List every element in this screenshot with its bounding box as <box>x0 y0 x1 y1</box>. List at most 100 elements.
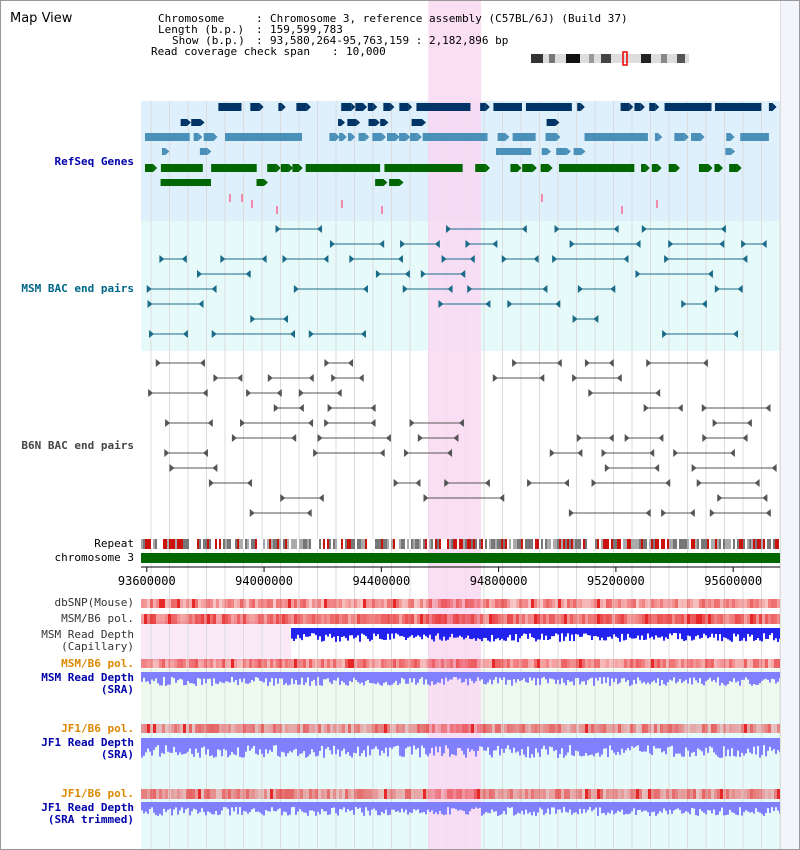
msm-b6-pol-heat <box>219 614 222 624</box>
msm-b6-pol-heat <box>693 614 696 624</box>
jf1-sra-depth <box>205 738 207 755</box>
msm-capillary-depth <box>357 628 359 636</box>
jf1-sra-depth <box>647 738 649 746</box>
dbsnp-heat <box>462 599 465 608</box>
jf1-b6-pol-trimmed-heat <box>534 789 537 799</box>
jf1-b6-pol-heat <box>732 724 735 733</box>
msm-b6-pol-heat <box>633 614 636 624</box>
b6n-bac-end-pairs-label[interactable]: B6N BAC end pairs <box>21 439 134 452</box>
refseq-cds-arrow <box>399 179 404 186</box>
dbsnp-label[interactable]: dbSNP(Mouse) <box>54 596 134 609</box>
jf1-sra-depth <box>521 738 523 750</box>
repeat-segment <box>343 539 345 549</box>
msm-b6-pol-heat <box>723 614 726 624</box>
msm-b6-pol-heat <box>327 614 330 624</box>
msm-capillary-depth <box>421 628 423 640</box>
msm-b6-pol-label[interactable]: MSM/B6 pol. <box>61 612 134 625</box>
msm-capillary-depth <box>529 628 531 634</box>
msm-sra-depth <box>739 672 741 686</box>
jf1-b6-pol-trimmed-heat <box>627 789 630 799</box>
jf1-trimmed-depth <box>281 802 283 816</box>
jf1-sra-depth <box>299 738 301 754</box>
jf1-trimmed-depth <box>761 802 763 815</box>
repeat-segment <box>493 539 495 549</box>
dbsnp-heat <box>732 599 735 608</box>
repeat-segment <box>259 539 261 549</box>
msm-sra-depth <box>685 672 687 680</box>
msm-sra-depth <box>383 672 385 684</box>
msm-b6-pol-heat <box>399 614 402 624</box>
msm-b6-pol-heat <box>375 614 378 624</box>
jf1-trimmed-depth <box>291 802 293 808</box>
jf1-b6-pol-trimmed-label[interactable]: JF1/B6 pol. <box>61 787 134 800</box>
msm-capillary-depth <box>767 628 769 640</box>
repeat-label[interactable]: Repeat <box>94 537 134 550</box>
jf1-b6-pol-heat <box>354 724 357 733</box>
msm-b6-pol-sra-heat <box>585 659 588 668</box>
jf1-b6-pol-trimmed-heat <box>675 789 678 799</box>
jf1-b6-pol-heat <box>219 724 222 733</box>
dbsnp-heat <box>234 599 237 608</box>
msm-read-depth-sra-label[interactable]: MSM Read Depth (SRA) <box>41 671 134 696</box>
jf1-b6-pol-label[interactable]: JF1/B6 pol. <box>61 722 134 735</box>
jf1-b6-pol-heat <box>405 724 408 733</box>
jf1-sra-depth <box>451 738 453 755</box>
jf1-b6-pol-trimmed-heat <box>687 789 690 799</box>
jf1-b6-pol-trimmed-heat <box>669 789 672 799</box>
msm-b6-pol-sra-heat <box>519 659 522 668</box>
msm-b6-pol-heat <box>150 614 153 624</box>
jf1-sra-depth <box>331 738 333 755</box>
msm-b6-pol-heat <box>558 614 561 624</box>
jf1-trimmed-depth <box>581 802 583 814</box>
msm-sra-depth <box>683 672 685 682</box>
repeat-segment <box>163 539 165 549</box>
jf1-b6-pol-trimmed-heat <box>231 789 234 799</box>
refseq-transcript <box>545 133 557 141</box>
msm-capillary-band <box>141 621 291 661</box>
jf1-sra-depth <box>389 738 391 748</box>
refseq-genes-label[interactable]: RefSeq Genes <box>54 155 134 168</box>
repeat-segment <box>581 539 583 549</box>
jf1-sra-depth <box>649 738 651 754</box>
jf1-trimmed-depth <box>489 802 491 814</box>
msm-b6-pol-sra-label[interactable]: MSM/B6 pol. <box>61 657 134 670</box>
jf1-b6-pol-trimmed-heat <box>186 789 189 799</box>
msm-sra-depth <box>179 672 181 679</box>
chromosome-track-label[interactable]: chromosome 3 <box>54 551 134 564</box>
dbsnp-heat <box>765 599 768 608</box>
jf1-sra-depth <box>655 738 657 749</box>
jf1-b6-pol-trimmed-heat <box>210 789 213 799</box>
msm-sra-depth <box>161 672 163 686</box>
msm-read-depth-capillary-label[interactable]: MSM Read Depth (Capillary) <box>41 628 134 653</box>
msm-sra-depth <box>247 672 249 684</box>
jf1-sra-depth <box>771 738 773 751</box>
jf1-b6-pol-trimmed-heat <box>744 789 747 799</box>
msm-capillary-depth <box>323 628 325 641</box>
jf1-trimmed-depth <box>625 802 627 814</box>
repeat-segment <box>651 539 653 549</box>
jf1-trimmed-depth <box>361 802 363 813</box>
dbsnp-heat <box>471 599 474 608</box>
dbsnp-heat <box>756 599 759 608</box>
msm-capillary-depth <box>351 628 353 636</box>
msm-sra-depth <box>547 672 549 684</box>
msm-b6-pol-heat <box>714 614 717 624</box>
jf1-read-depth-trimmed-label[interactable]: JF1 Read Depth (SRA trimmed) <box>41 801 134 826</box>
msm-capillary-depth <box>337 628 339 637</box>
msm-capillary-depth <box>415 628 417 637</box>
right-scrollbar[interactable] <box>780 1 799 849</box>
jf1-b6-pol-heat <box>351 724 354 733</box>
jf1-b6-pol-heat <box>750 724 753 733</box>
repeat-segment <box>465 539 467 549</box>
msm-b6-pol-sra-heat <box>171 659 174 668</box>
jf1-read-depth-sra-label[interactable]: JF1 Read Depth (SRA) <box>41 736 134 761</box>
repeat-segment <box>149 539 151 549</box>
msm-b6-pol-sra-heat <box>141 659 144 668</box>
msm-bac-end-pairs-label[interactable]: MSM BAC end pairs <box>21 282 134 295</box>
refseq-gene-arrow <box>259 103 264 111</box>
repeat-segment <box>275 539 277 549</box>
jf1-sra-depth <box>679 738 681 754</box>
msm-b6-pol-heat <box>597 614 600 624</box>
dbsnp-heat <box>333 599 336 608</box>
